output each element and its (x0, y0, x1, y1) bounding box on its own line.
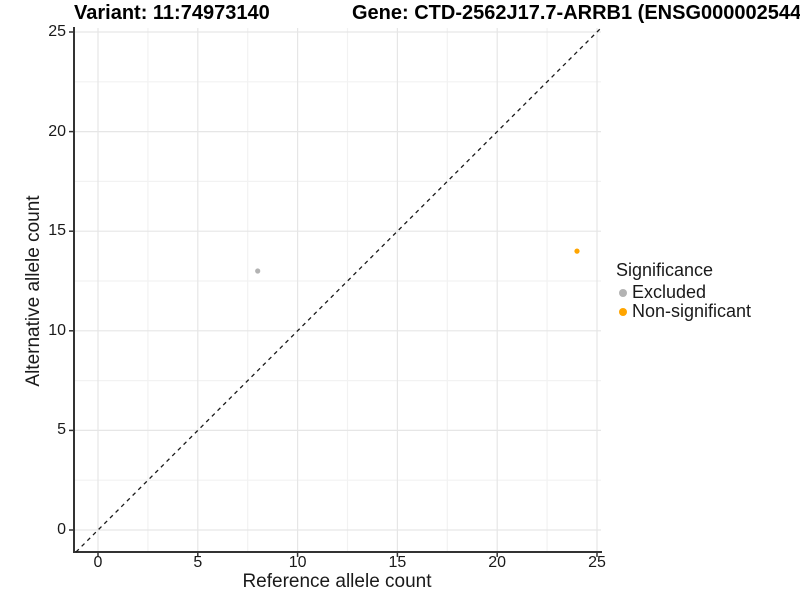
identity-line (75, 27, 602, 553)
x-tick-label: 15 (388, 554, 407, 571)
y-tick-label: 25 (48, 23, 66, 40)
legend-item-label: Excluded (632, 282, 707, 302)
y-tick-label: 20 (48, 122, 66, 140)
y-tick-label: 15 (48, 222, 66, 240)
data-point-non-significant (574, 248, 580, 254)
x-tick-label: 10 (288, 554, 307, 571)
data-point-excluded (255, 268, 261, 274)
x-tick-label: 20 (488, 554, 507, 571)
variant-title: Variant: 11:74973140 (74, 2, 270, 24)
legend: Significance Excluded Non-significant (616, 261, 751, 321)
excluded-swatch-icon (619, 288, 627, 297)
x-axis-label: Reference allele count (242, 571, 432, 592)
legend-item-excluded: Excluded (616, 283, 751, 302)
y-tick-label: 5 (57, 421, 66, 439)
legend-item-non-significant: Non-significant (616, 302, 751, 321)
non-significant-swatch-icon (619, 307, 627, 316)
y-tick-label: 0 (57, 521, 66, 538)
y-axis-label: Alternative allele count (23, 195, 44, 387)
x-tick-label: 5 (193, 554, 203, 571)
legend-item-label: Non-significant (632, 301, 752, 321)
x-tick-label: 25 (588, 554, 606, 571)
legend-title: Significance (616, 260, 714, 280)
gene-title: Gene: CTD-2562J17.7-ARRB1 (ENSG000002544 (352, 2, 800, 24)
x-tick-label: 0 (93, 554, 103, 571)
y-tick-label: 10 (48, 321, 66, 339)
